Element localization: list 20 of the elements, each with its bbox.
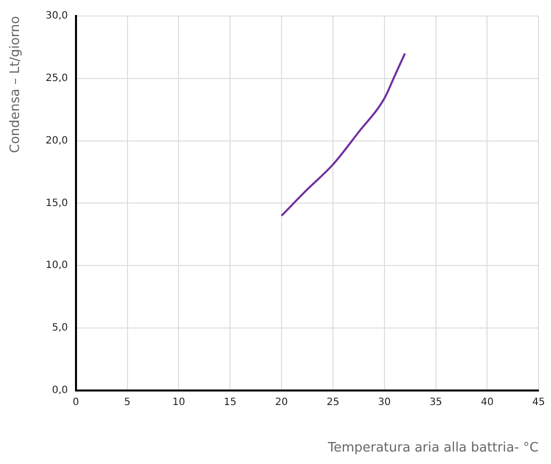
x-tick-label: 30 xyxy=(378,396,391,408)
x-tick-label: 10 xyxy=(172,396,186,408)
line-series xyxy=(280,52,406,217)
y-tick-label: 20,0 xyxy=(46,135,68,146)
y-tick-label: 15,0 xyxy=(46,198,68,209)
x-tick-label: 15 xyxy=(224,396,236,408)
y-axis-title: Condensa – Lt/giorno xyxy=(8,16,24,154)
y-tick-label: 25,0 xyxy=(46,72,68,84)
y-tick-label: 5,0 xyxy=(52,322,68,334)
x-tick-label: 35 xyxy=(429,396,442,408)
x-tick-label: 20 xyxy=(275,396,288,408)
x-tick-label: 40 xyxy=(480,396,494,408)
x-tick-label: 0 xyxy=(72,396,80,408)
x-tick-label: 25 xyxy=(326,396,340,408)
y-tick-label: 10,0 xyxy=(46,260,68,272)
x-axis-title: Temperatura aria alla battria- °C xyxy=(326,440,539,456)
y-tick-label: 0,0 xyxy=(52,384,68,396)
y-tick-label: 30,0 xyxy=(46,10,68,22)
x-tick-label: 45 xyxy=(532,396,546,408)
x-tick-label: 5 xyxy=(124,396,130,408)
